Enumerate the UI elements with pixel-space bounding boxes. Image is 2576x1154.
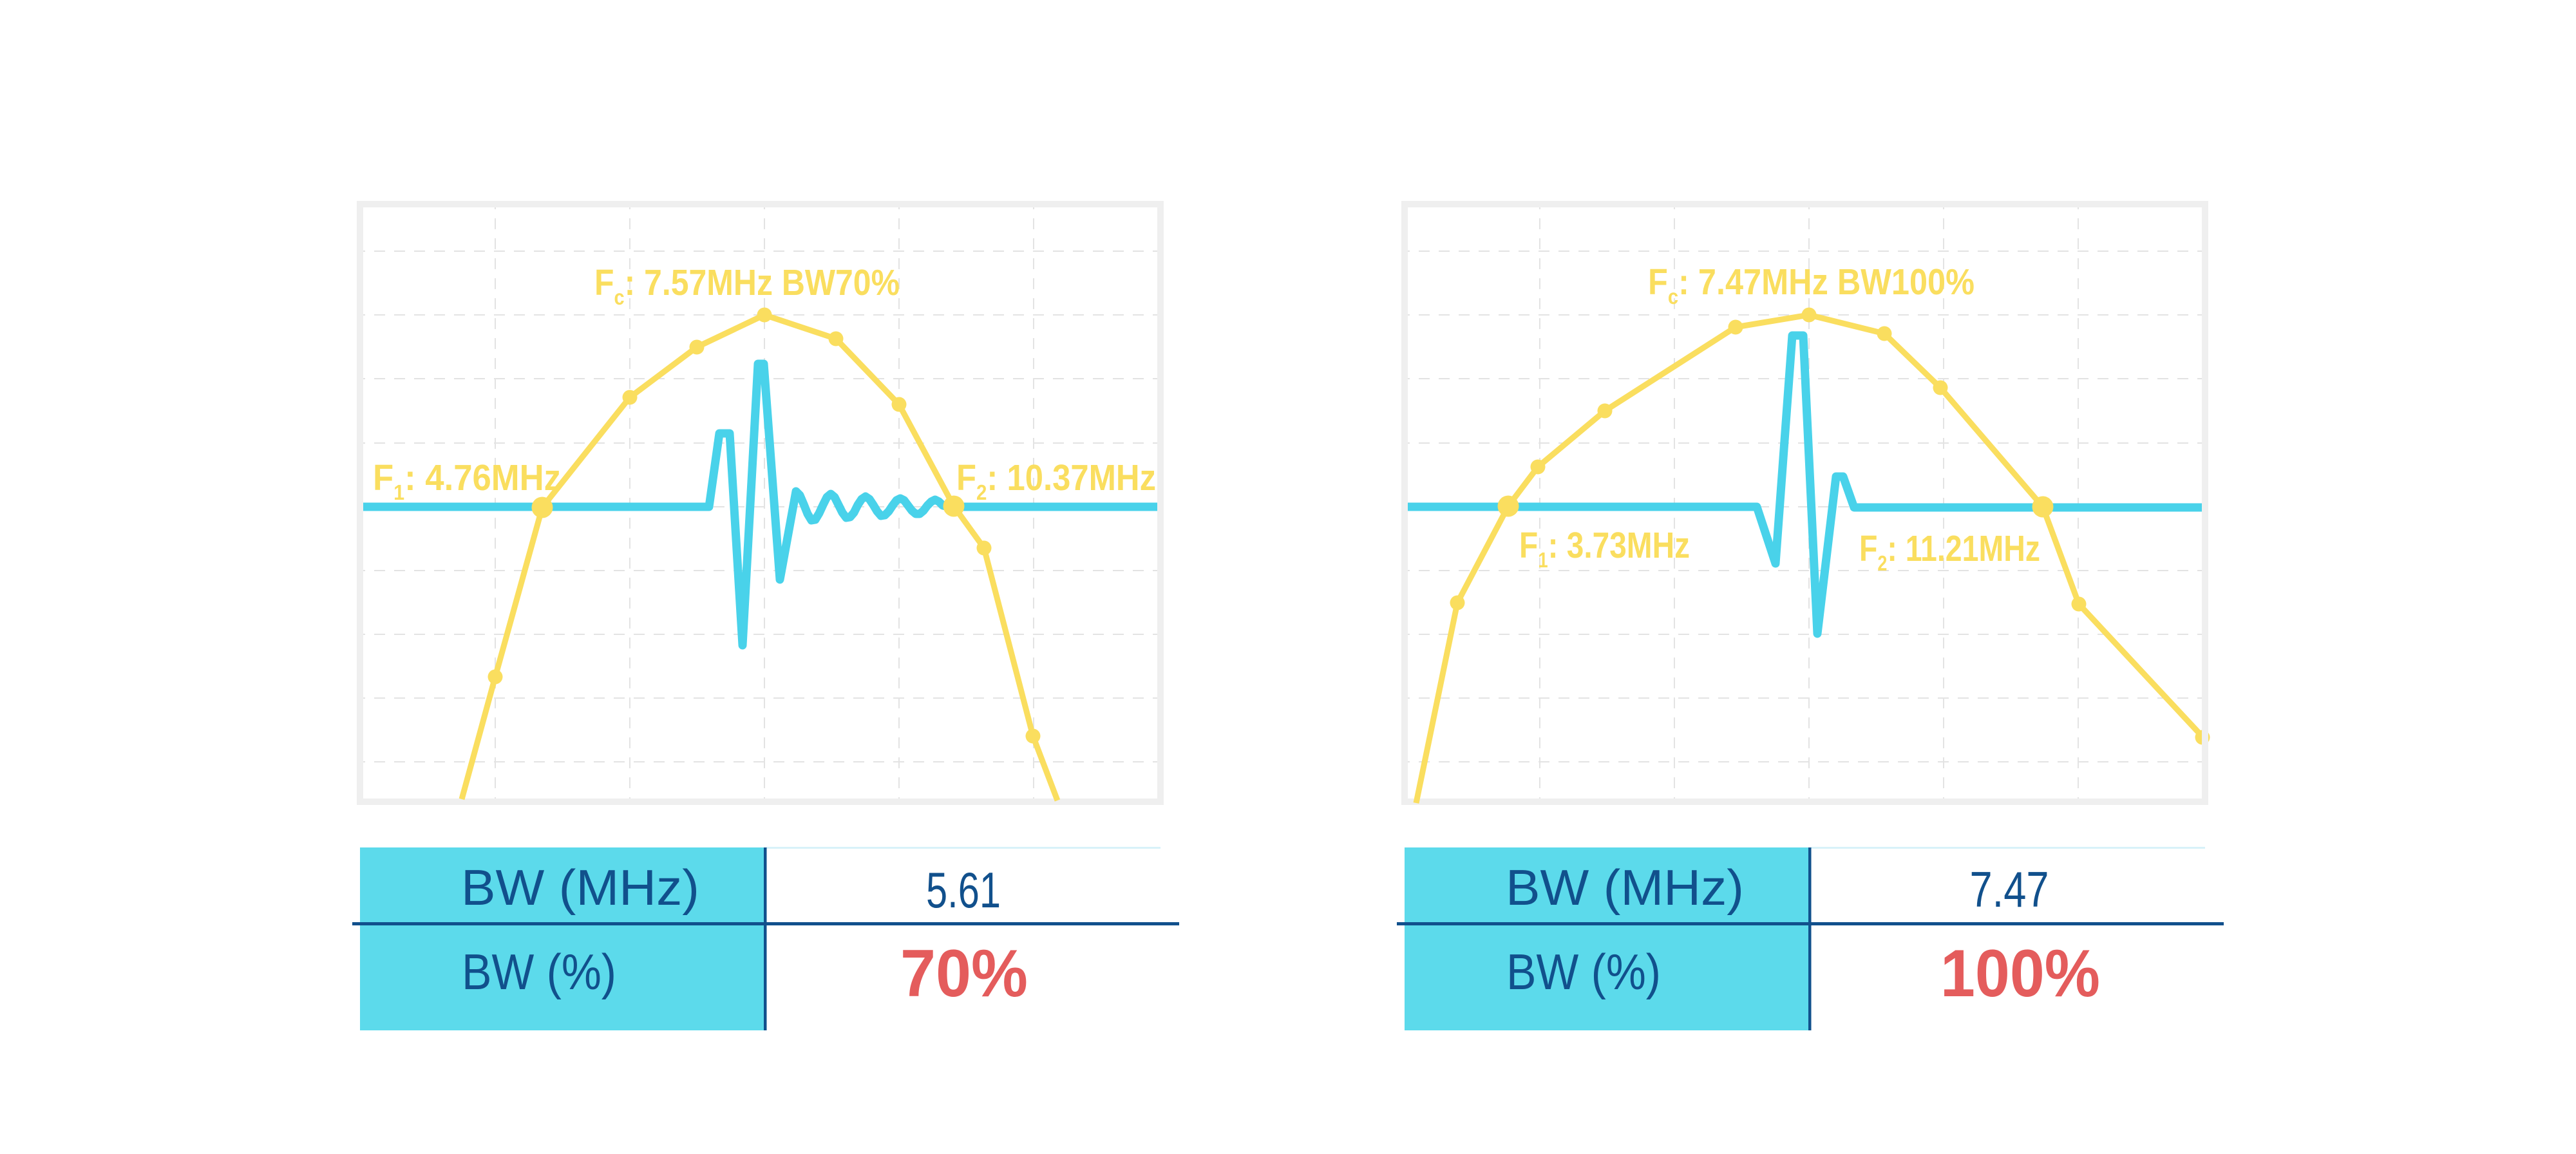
- svg-text:100%: 100%: [1940, 936, 2100, 1011]
- svg-text:BW (%): BW (%): [462, 943, 616, 1000]
- svg-text:70%: 70%: [900, 936, 1028, 1011]
- svg-text:BW (MHz): BW (MHz): [461, 859, 699, 916]
- svg-text:F1: 4.76MHz: F1: 4.76MHz: [373, 457, 561, 504]
- svg-text:Fc: 7.47MHz BW100%: Fc: 7.47MHz BW100%: [1648, 261, 1975, 308]
- svg-text:BW (%): BW (%): [1506, 943, 1661, 1000]
- svg-text:5.61: 5.61: [926, 862, 1001, 918]
- svg-text:F1: 3.73MHz: F1: 3.73MHz: [1519, 525, 1690, 572]
- svg-text:F2: 10.37MHz: F2: 10.37MHz: [956, 457, 1156, 504]
- svg-text:Fc: 7.57MHz BW70%: Fc: 7.57MHz BW70%: [594, 262, 900, 309]
- svg-text:7.47: 7.47: [1970, 861, 2049, 918]
- svg-text:F2: 11.21MHz: F2: 11.21MHz: [1859, 528, 2040, 575]
- svg-text:BW (MHz): BW (MHz): [1506, 859, 1744, 916]
